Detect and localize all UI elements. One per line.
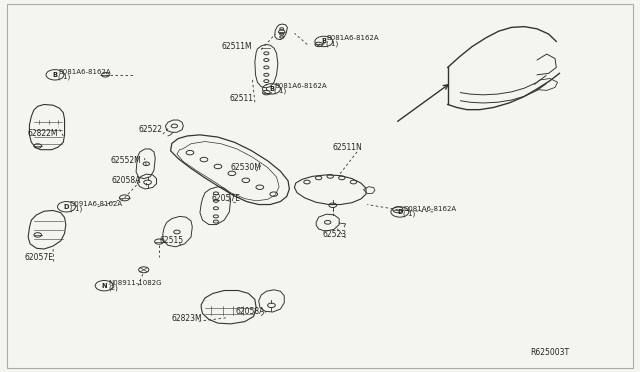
Text: 62058A: 62058A	[112, 176, 141, 185]
Text: B: B	[52, 72, 58, 78]
Text: ( 1): ( 1)	[326, 40, 339, 46]
Text: ( 1): ( 1)	[58, 74, 70, 80]
Text: B: B	[321, 38, 326, 45]
Text: 62511N: 62511N	[333, 143, 362, 152]
Text: N: N	[101, 283, 107, 289]
Text: 62822M: 62822M	[28, 129, 58, 138]
Text: 62511M: 62511M	[221, 42, 252, 51]
Text: 62530M: 62530M	[230, 163, 262, 172]
Text: N08911-1082G: N08911-1082G	[108, 280, 161, 286]
Text: B081A6-8162A: B081A6-8162A	[326, 35, 379, 41]
Text: 62523: 62523	[323, 230, 347, 238]
Text: D: D	[64, 204, 69, 210]
Text: 62511: 62511	[229, 94, 253, 103]
Text: 62057E: 62057E	[211, 194, 241, 203]
Text: R625003T: R625003T	[531, 348, 570, 357]
Text: B081A6-8162A: B081A6-8162A	[58, 69, 111, 75]
Text: (2): (2)	[108, 284, 118, 291]
Text: 62515: 62515	[159, 236, 183, 245]
Text: D081A6-8162A: D081A6-8162A	[403, 206, 456, 212]
Text: 62522: 62522	[139, 125, 163, 134]
Text: 62823M: 62823M	[172, 314, 202, 323]
Text: B081A6-8162A: B081A6-8162A	[274, 83, 326, 89]
Text: ( 1): ( 1)	[274, 87, 286, 94]
Text: D091A6-8162A: D091A6-8162A	[70, 201, 123, 207]
Text: 62057E: 62057E	[25, 253, 54, 262]
Text: D: D	[397, 209, 403, 215]
Text: ( 1): ( 1)	[403, 211, 415, 217]
Text: 62058A: 62058A	[236, 307, 265, 316]
Text: ( 1): ( 1)	[70, 205, 82, 212]
Text: B: B	[269, 86, 274, 92]
Text: 62552M: 62552M	[111, 156, 141, 165]
